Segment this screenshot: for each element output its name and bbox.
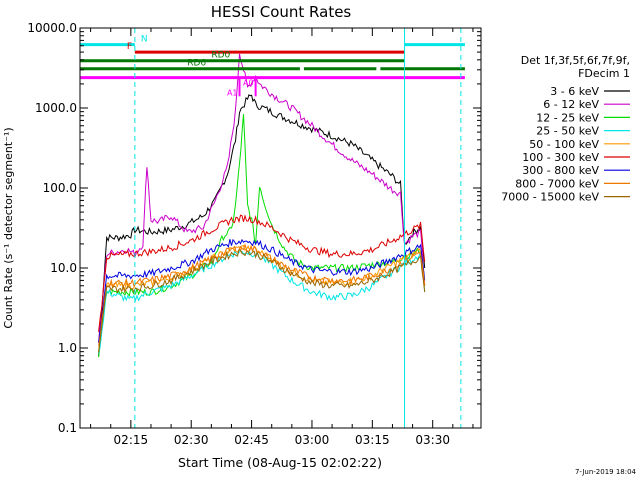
legend-entry-label-5: 100 - 300 keV	[522, 151, 599, 164]
y-axis-label: Count Rate (s⁻¹ detector segment⁻¹)	[2, 127, 15, 328]
legend: Det 1f,3f,5f,6f,7f,9f, FDecim 1 3 - 6 ke…	[501, 54, 630, 204]
series-line-5	[98, 214, 426, 332]
series-line-4	[98, 244, 426, 352]
y-axis: 0.1 1.0 10.0 100.0 1000.0 10000.0	[27, 21, 481, 435]
legend-header-line-1: Det 1f,3f,5f,6f,7f,9f,	[521, 54, 630, 67]
legend-header-line-2: FDecim 1	[578, 67, 630, 80]
series-line-1	[98, 53, 426, 344]
legend-entry-label-3: 25 - 50 keV	[536, 125, 599, 138]
legend-entry-label-6: 300 - 800 keV	[522, 164, 599, 177]
series-line-2	[98, 113, 426, 358]
legend-entry-label-0: 3 - 6 keV	[550, 85, 599, 98]
legend-entry-label-2: 12 - 25 keV	[536, 111, 599, 124]
legend-entry-label-8: 7000 - 15000 keV	[501, 191, 599, 204]
plot-frame	[79, 27, 482, 429]
date-stamp: 7-Jun-2019 18:04	[575, 468, 637, 476]
flag-label-1: F	[127, 42, 132, 52]
y-tick-label-4: 1000.0	[35, 101, 77, 115]
x-tick-label-5: 03:30	[415, 433, 450, 447]
series-line-0	[98, 94, 426, 356]
flag-label-2: RD0	[211, 51, 230, 61]
y-tick-label-3: 100.0	[43, 181, 77, 195]
x-tick-label-3: 03:00	[295, 433, 330, 447]
x-axis-label: Start Time (08-Aug-15 02:02:22)	[178, 455, 382, 470]
legend-entry-label-1: 6 - 12 keV	[543, 98, 599, 111]
legend-entry-label-4: 50 - 100 keV	[529, 138, 599, 151]
attenuator-label-0: A1	[227, 89, 238, 98]
x-tick-label-0: 02:15	[114, 433, 149, 447]
flag-label-3: RD6	[187, 59, 206, 69]
chart-title: HESSI Count Rates	[211, 3, 352, 21]
y-tick-label-1: 1.0	[58, 341, 77, 355]
series-line-7	[98, 242, 426, 346]
x-tick-label-1: 02:30	[174, 433, 209, 447]
y-tick-label-2: 10.0	[50, 261, 77, 275]
legend-entry-label-7: 800 - 7000 keV	[515, 177, 599, 190]
y-tick-label-0: 0.1	[58, 421, 77, 435]
markers-layer: NF RD0 RD6 A1 A0	[80, 28, 465, 428]
x-axis: 02:15 02:30 02:45 03:00 03:15 03:30	[90, 28, 474, 447]
series-line-6	[98, 238, 426, 343]
flag-label-0: N	[141, 35, 148, 45]
series-layer	[98, 53, 426, 358]
x-tick-label-2: 02:45	[234, 433, 269, 447]
x-tick-label-4: 03:15	[355, 433, 390, 447]
series-line-8	[98, 249, 426, 353]
attenuator-label-1: A0	[243, 79, 254, 88]
y-tick-label-5: 10000.0	[27, 21, 77, 35]
